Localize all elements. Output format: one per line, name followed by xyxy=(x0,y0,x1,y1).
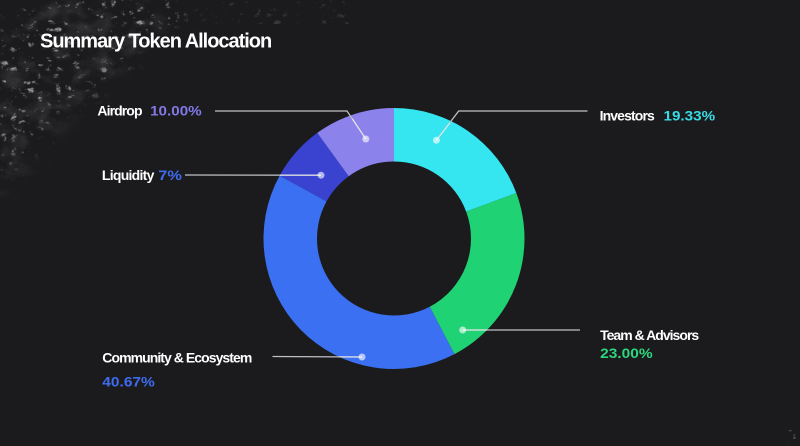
svg-text:Community & Ecosystem: Community & Ecosystem xyxy=(102,350,252,366)
svg-text:19.33%: 19.33% xyxy=(664,107,716,123)
svg-text:Team & Advisors: Team & Advisors xyxy=(600,327,699,343)
svg-text:Airdrop: Airdrop xyxy=(97,103,142,119)
svg-text:40.67%: 40.67% xyxy=(102,373,155,389)
svg-text:Liquidity: Liquidity xyxy=(102,167,155,183)
svg-text:7%: 7% xyxy=(158,167,182,183)
svg-text:23.00%: 23.00% xyxy=(600,345,653,361)
svg-text:Investors: Investors xyxy=(600,107,655,123)
svg-text:Summary Token Allocation: Summary Token Allocation xyxy=(40,31,272,53)
svg-text:10.00%: 10.00% xyxy=(150,103,202,119)
